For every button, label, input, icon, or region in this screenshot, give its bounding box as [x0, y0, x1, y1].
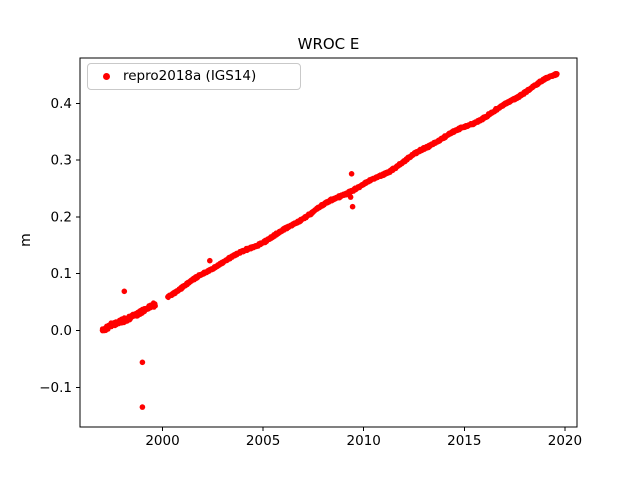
outlier-point	[121, 288, 128, 295]
y-tick-label: 0.4	[51, 96, 72, 112]
x-tick-label: 2000	[145, 433, 179, 449]
y-tick-label: −0.1	[39, 380, 72, 396]
x-tick-label: 2020	[548, 433, 582, 449]
y-tick-label: 0.2	[51, 209, 72, 225]
legend-dot-icon	[103, 73, 110, 80]
legend-label: repro2018a (IGS14)	[123, 67, 257, 84]
y-tick-label: 0.3	[51, 153, 72, 169]
outlier-point	[139, 404, 146, 410]
outlier-point	[139, 359, 146, 366]
outlier-point	[348, 171, 355, 177]
x-tick-label: 2005	[246, 433, 280, 449]
y-tick-label: 0.1	[51, 266, 72, 282]
outlier-point	[347, 194, 354, 200]
x-axis-ticks: 2000 2005 2010 2015 2020	[145, 427, 582, 449]
legend: repro2018a (IGS14)	[87, 63, 301, 90]
scatter-series	[99, 71, 560, 410]
outlier-point	[349, 203, 356, 210]
x-tick-label: 2010	[347, 433, 381, 449]
x-tick-label: 2015	[447, 433, 481, 449]
chart-title: WROC E	[297, 35, 360, 53]
y-tick-label: 0.0	[51, 323, 72, 339]
axes-frame	[79, 57, 578, 428]
y-axis-ticks: −0.1 0.0 0.1 0.2 0.3 0.4	[39, 96, 80, 396]
outlier-point	[207, 257, 213, 264]
